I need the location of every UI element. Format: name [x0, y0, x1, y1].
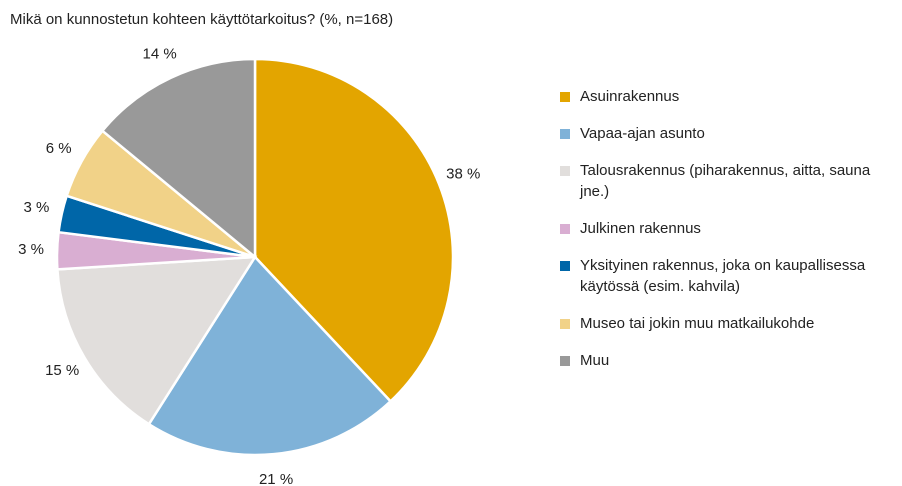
legend-swatch [560, 261, 570, 271]
legend-item: Museo tai jokin muu matkailukohde [560, 313, 890, 334]
legend-item: Julkinen rakennus [560, 218, 890, 239]
data-label: 15 % [45, 362, 79, 379]
chart-title: Mikä on kunnostetun kohteen käyttötarkoi… [10, 11, 393, 28]
legend-label: Talousrakennus (piharakennus, aitta, sau… [580, 162, 871, 200]
data-label: 21 % [259, 471, 293, 486]
legend-item: Muu [560, 350, 890, 371]
legend-swatch [560, 92, 570, 102]
legend-item: Asuinrakennus [560, 86, 890, 107]
data-label: 6 % [46, 140, 72, 157]
legend: Asuinrakennus Vapaa-ajan asunto Talousrake… [560, 86, 890, 387]
legend-label: Yksityinen rakennus, joka on kaupallises… [580, 257, 866, 295]
legend-swatch [560, 166, 570, 176]
legend-swatch [560, 224, 570, 234]
data-label: 14 % [143, 45, 177, 62]
legend-label: Vapaa-ajan asunto [580, 125, 705, 142]
pie-slice [147, 254, 393, 457]
pie-slice [100, 57, 257, 260]
legend-swatch [560, 356, 570, 366]
legend-item: Vapaa-ajan asunto [560, 123, 890, 144]
data-label: 38 % [446, 166, 480, 183]
legend-label: Museo tai jokin muu matkailukohde [580, 315, 815, 332]
legend-label: Asuinrakennus [580, 88, 680, 105]
legend-label: Julkinen rakennus [580, 220, 701, 237]
data-label: 3 % [23, 199, 49, 216]
legend-item: Talousrakennus (piharakennus, aitta, sau… [560, 160, 890, 202]
legend-swatch [560, 129, 570, 139]
legend-item: Yksityinen rakennus, joka on kaupallises… [560, 255, 890, 297]
legend-label: Muu [580, 352, 610, 369]
data-label: 3 % [18, 241, 44, 258]
legend-swatch [560, 319, 570, 329]
pie-slice [56, 255, 258, 426]
pie-slice [253, 57, 455, 404]
